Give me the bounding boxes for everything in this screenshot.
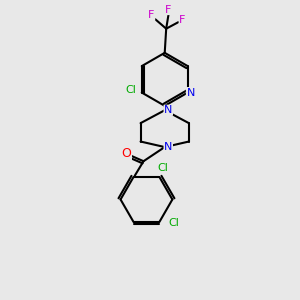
Text: F: F [179,15,186,25]
Text: N: N [186,88,195,98]
Text: N: N [164,142,172,152]
Text: Cl: Cl [169,218,180,228]
Text: O: O [122,147,131,160]
Text: Cl: Cl [125,85,136,94]
Text: N: N [164,105,172,115]
Text: F: F [148,11,155,20]
Text: F: F [165,4,172,14]
Text: Cl: Cl [158,163,168,172]
